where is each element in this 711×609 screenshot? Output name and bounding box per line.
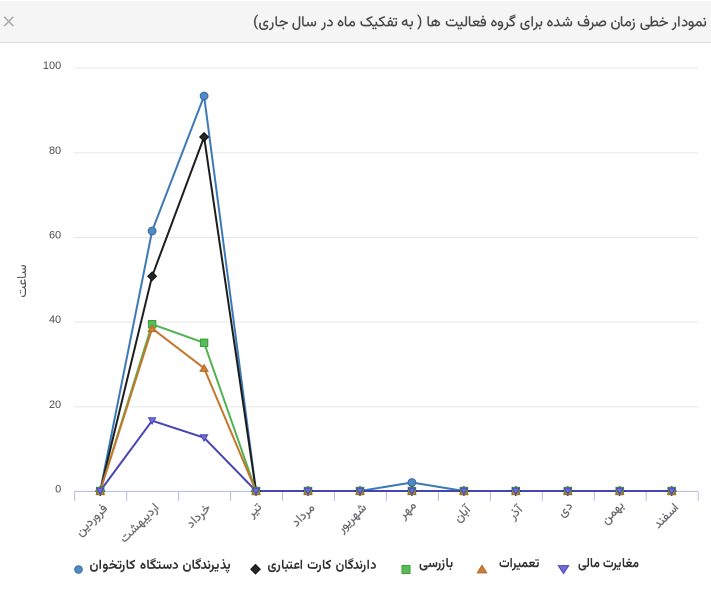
svg-text:20: 20 — [49, 399, 61, 411]
svg-text:60: 60 — [49, 230, 61, 242]
svg-text:100: 100 — [43, 60, 61, 72]
svg-text:0: 0 — [55, 484, 61, 496]
svg-text:80: 80 — [49, 145, 61, 157]
svg-text:40: 40 — [49, 314, 61, 326]
